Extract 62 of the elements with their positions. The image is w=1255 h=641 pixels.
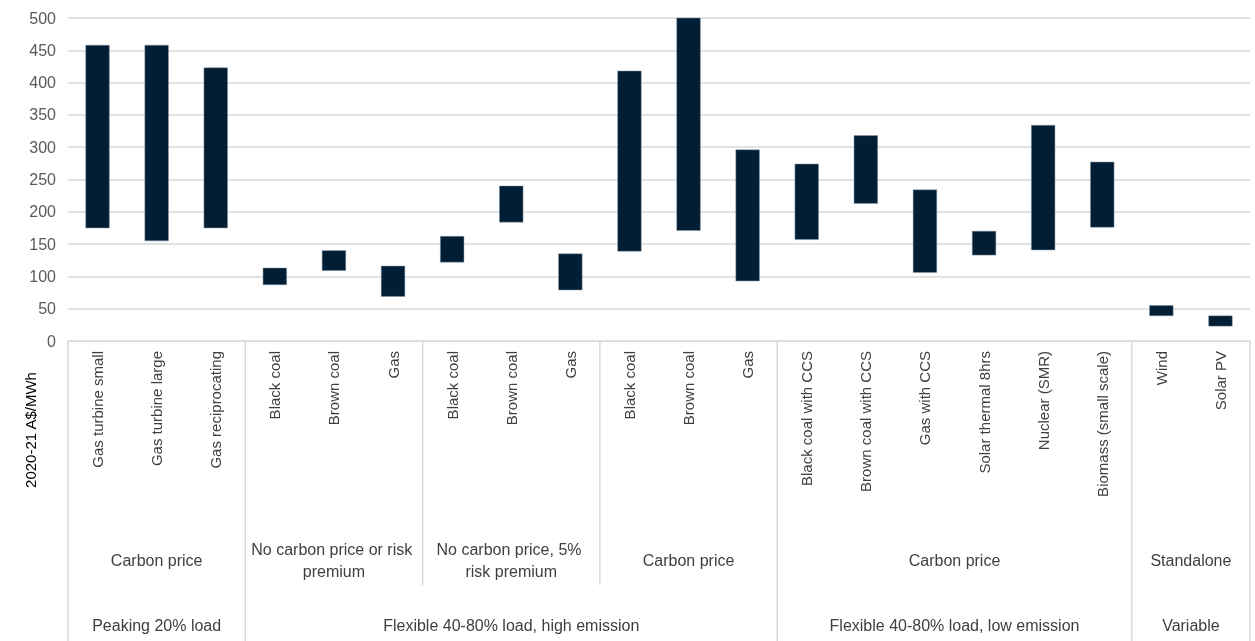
y-tick-label: 50	[38, 300, 57, 318]
bar	[499, 185, 524, 223]
x-tick-label: Gas with CCS	[916, 351, 934, 446]
text: Variable	[1162, 616, 1220, 634]
bar	[676, 17, 701, 231]
text: No carbon price, 5% risk premium	[436, 540, 586, 580]
bar	[144, 44, 169, 242]
x-tick-label: Gas turbine large	[148, 351, 166, 467]
x-tick-label: Brown coal with CCS	[857, 351, 875, 492]
x-tick-label: Black coal	[443, 351, 461, 420]
bar	[794, 163, 819, 240]
text: Flexible 40-80% load, high emission	[383, 616, 640, 634]
x-tick-label: Gas	[384, 351, 402, 379]
x-tick-label: Gas	[561, 351, 579, 379]
bar	[558, 253, 583, 291]
x-tick-label: Brown coal	[325, 351, 343, 426]
bar	[1031, 124, 1056, 251]
bar	[971, 230, 997, 256]
y-tick-label: 300	[29, 138, 57, 156]
y-tick-label: 200	[29, 203, 57, 221]
text: Carbon price	[110, 551, 203, 569]
y-tick-label: 350	[29, 106, 57, 124]
y-tick-label: 150	[29, 235, 57, 253]
bar	[440, 236, 465, 263]
bar	[321, 250, 347, 271]
y-tick-label: 0	[47, 332, 57, 350]
bar	[85, 44, 110, 229]
x-tick-label: Biomass (small scale)	[1093, 351, 1111, 497]
y-tick-label: 100	[29, 267, 57, 285]
x-tick-label: Black coal	[620, 351, 638, 420]
x-tick-label: Brown coal	[502, 351, 520, 426]
bar	[912, 189, 938, 273]
bar	[853, 135, 878, 204]
bar	[262, 267, 287, 286]
y-tick-label: 500	[29, 9, 57, 27]
bar	[203, 67, 228, 229]
bar	[1208, 315, 1233, 327]
x-tick-label: Gas turbine small	[89, 351, 107, 468]
bar	[1149, 305, 1174, 317]
bar	[617, 70, 642, 252]
y-tick-label: 250	[29, 171, 57, 188]
x-tick-label: Black coal with CCS	[798, 351, 816, 487]
text: Carbon price	[642, 551, 735, 569]
x-tick-label: Black coal	[266, 351, 284, 420]
text: Flexible 40-80% load, low emission	[829, 616, 1080, 634]
bar	[380, 265, 406, 297]
bar	[735, 149, 760, 282]
x-tick-label: Nuclear (SMR)	[1034, 351, 1052, 451]
x-tick-label: Solar PV	[1211, 351, 1229, 411]
x-tick-label: Gas	[739, 351, 757, 379]
y-tick-label: 450	[29, 41, 57, 59]
x-tick-label: Gas reciprocating	[207, 351, 225, 469]
x-tick-label: Brown coal	[680, 351, 698, 426]
text: Peaking 20% load	[92, 616, 222, 634]
x-tick-label: Solar thermal 8hrs	[975, 351, 993, 474]
y-axis-title: 2020-21 A$/MWh	[21, 372, 39, 488]
y-tick-label: 400	[29, 74, 57, 92]
x-tick-label: Wind	[1152, 351, 1170, 386]
text: No carbon price or risk premium	[251, 540, 417, 580]
text: Carbon price	[908, 551, 1001, 569]
text: Standalone	[1150, 551, 1232, 569]
bar	[1090, 161, 1115, 228]
